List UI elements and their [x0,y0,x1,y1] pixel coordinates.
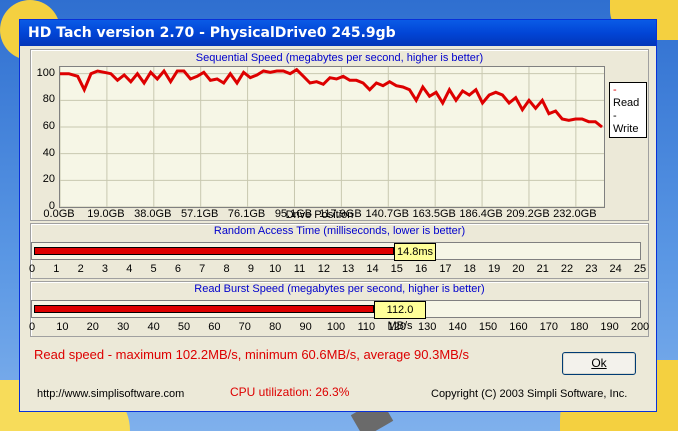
sequential-chart [60,67,604,207]
copyright-text: Copyright (C) 2003 Simpli Software, Inc. [431,388,628,400]
axis-tick-label: 80 [269,321,282,333]
axis-tick-label: 7 [199,263,206,275]
x-tick-label: 38.0GB [134,208,172,220]
axis-tick-label: 19 [487,263,501,275]
axis-tick-label: 8 [223,263,230,275]
burst-bar [34,305,374,313]
axis-tick-label: 13 [342,263,355,275]
random-access-value: 14.8ms [394,243,436,261]
axis-tick-label: 40 [147,321,160,333]
axis-tick-label: 5 [150,263,157,275]
axis-tick-label: 18 [463,263,476,275]
axis-tick-label: 160 [509,321,528,333]
website-link[interactable]: http://www.simplisoftware.com [37,388,185,400]
read-speed-summary: Read speed - maximum 102.2MB/s, minimum … [34,347,469,362]
burst-track: 112.0 MB/s [31,300,641,332]
x-tick-label: 163.5GB [412,208,456,220]
axis-tick-label: 23 [585,263,598,275]
axis-tick-label: 60 [208,321,221,333]
cpu-utilization: CPU utilization: 26.3% [230,385,350,399]
random-access-track: 14.8ms [31,242,641,261]
axis-tick-label: 3 [101,263,109,275]
axis-tick-label: 140 [448,321,467,333]
random-access-panel: Random Access Time (milliseconds, lower … [28,223,649,279]
ok-button[interactable]: Ok [562,352,636,375]
axis-tick-label: 16 [414,263,428,275]
legend-read: - Read [613,84,640,109]
axis-tick-label: 110 [357,321,376,333]
x-tick-label: 76.1GB [227,208,266,220]
axis-tick-label: 10 [269,263,282,275]
ok-button-label: Ok [591,356,607,370]
axis-tick-label: 0 [28,263,36,275]
y-tick-label: 60 [42,120,55,132]
axis-tick-label: 17 [439,263,452,275]
axis-tick-label: 4 [126,263,133,275]
x-tick-label: 57.1GB [181,208,219,220]
burst-title: Read Burst Speed (megabytes per second, … [194,283,485,295]
axis-tick-label: 180 [570,321,589,333]
axis-tick-label: 12 [317,263,330,275]
random-access-title: Random Access Time (milliseconds, lower … [213,225,466,237]
random-access-bar [34,247,394,255]
x-tick-label: 19.0GB [87,208,125,220]
axis-tick-label: 30 [117,321,130,333]
axis-tick-label: 100 [326,321,346,333]
axis-tick-label: 170 [539,321,558,333]
x-tick-label: 0.0GB [43,208,75,220]
axis-tick-label: 0 [28,321,36,333]
burst-panel: Read Burst Speed (megabytes per second, … [28,281,650,337]
y-tick-label: 40 [42,146,55,159]
read-series-line [60,67,603,129]
x-tick-label: 95.1GB [274,208,313,220]
axis-tick-label: 50 [177,321,191,333]
x-tick-label: 117.9GB [319,208,362,220]
axis-tick-label: 24 [609,263,622,275]
sequential-panel: Sequential Speed (megabytes per second, … [30,49,649,221]
x-tick-label: 232.0GB [553,208,597,220]
legend-write: - Write [613,110,639,135]
y-tick-label: 0 [48,200,55,212]
axis-tick-label: 25 [633,263,647,275]
y-tick-label: 100 [36,66,55,79]
axis-tick-label: 15 [390,263,403,275]
axis-tick-label: 190 [600,321,619,333]
x-tick-label: 186.4GB [459,208,503,220]
sequential-title: Sequential Speed (megabytes per second, … [195,52,484,64]
burst-value: 112.0 MB/s [374,301,426,332]
axis-tick-label: 11 [293,263,306,275]
axis-tick-label: 22 [560,263,574,275]
axis-tick-label: 150 [478,321,498,333]
sequential-xlabel: Drive Position [285,209,354,221]
y-tick-label: 20 [42,173,55,186]
axis-tick-label: 130 [418,321,437,333]
x-tick-label: 209.2GB [506,208,550,220]
axis-tick-label: 70 [238,321,251,333]
axis-tick-label: 21 [536,263,549,275]
sequential-plot-area [59,66,605,208]
axis-tick-label: 9 [247,263,254,275]
axis-tick-label: 2 [77,263,84,275]
axis-tick-label: 14 [366,263,379,275]
y-tick-label: 80 [42,93,55,106]
window-title[interactable]: HD Tach version 2.70 - PhysicalDrive0 24… [20,20,656,46]
x-tick-label: 140.7GB [365,208,409,220]
axis-tick-label: 20 [512,263,525,275]
hdtach-window: HD Tach version 2.70 - PhysicalDrive0 24… [19,19,657,412]
axis-tick-label: 200 [630,321,650,333]
axis-tick-label: 90 [299,321,312,333]
axis-tick-label: 20 [86,321,99,333]
axis-tick-label: 10 [56,321,69,333]
axis-tick-label: 6 [174,263,181,275]
chart-legend: - Read - Write [609,82,647,138]
axis-tick-label: 120 [387,321,406,333]
axis-tick-label: 1 [53,263,60,275]
